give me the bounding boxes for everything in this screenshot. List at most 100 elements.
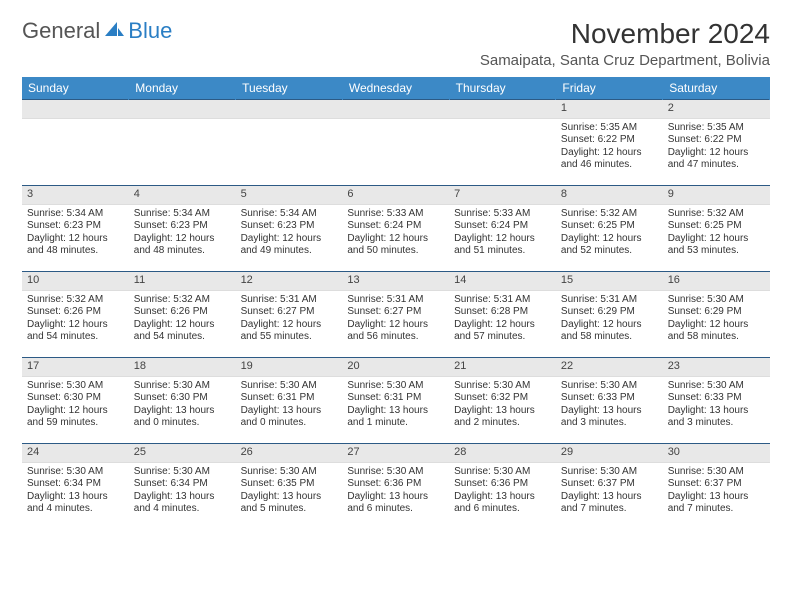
day-line: Daylight: 12 hours and 58 minutes. (561, 319, 658, 344)
day-number: 21 (449, 358, 556, 377)
day-line: Sunrise: 5:30 AM (241, 380, 338, 393)
day-line: Sunrise: 5:30 AM (668, 466, 765, 479)
calendar-cell: 17Sunrise: 5:30 AMSunset: 6:30 PMDayligh… (22, 358, 129, 444)
day-number (342, 100, 449, 119)
day-number: 24 (22, 444, 129, 463)
day-line: Daylight: 13 hours and 4 minutes. (134, 491, 231, 516)
day-line: Daylight: 12 hours and 55 minutes. (241, 319, 338, 344)
day-line: Sunrise: 5:31 AM (347, 294, 444, 307)
calendar-cell: 9Sunrise: 5:32 AMSunset: 6:25 PMDaylight… (663, 186, 770, 272)
day-line: Daylight: 12 hours and 59 minutes. (27, 405, 124, 430)
day-line: Daylight: 13 hours and 6 minutes. (347, 491, 444, 516)
day-text: Sunrise: 5:30 AMSunset: 6:31 PMDaylight:… (236, 377, 343, 434)
day-line: Sunrise: 5:31 AM (454, 294, 551, 307)
day-number: 30 (663, 444, 770, 463)
logo-sail-icon (103, 20, 125, 43)
day-line: Sunset: 6:34 PM (134, 478, 231, 491)
day-line: Daylight: 12 hours and 48 minutes. (27, 233, 124, 258)
day-line: Daylight: 13 hours and 3 minutes. (668, 405, 765, 430)
day-number (22, 100, 129, 119)
day-line: Daylight: 13 hours and 5 minutes. (241, 491, 338, 516)
day-line: Sunrise: 5:31 AM (561, 294, 658, 307)
day-number: 8 (556, 186, 663, 205)
day-line: Daylight: 12 hours and 56 minutes. (347, 319, 444, 344)
calendar-cell (22, 100, 129, 186)
day-line: Daylight: 12 hours and 53 minutes. (668, 233, 765, 258)
day-line: Sunrise: 5:34 AM (134, 208, 231, 221)
day-line: Sunrise: 5:30 AM (27, 466, 124, 479)
calendar-cell: 27Sunrise: 5:30 AMSunset: 6:36 PMDayligh… (342, 444, 449, 530)
day-line: Daylight: 12 hours and 52 minutes. (561, 233, 658, 258)
day-number: 7 (449, 186, 556, 205)
calendar-cell: 5Sunrise: 5:34 AMSunset: 6:23 PMDaylight… (236, 186, 343, 272)
day-text: Sunrise: 5:30 AMSunset: 6:31 PMDaylight:… (342, 377, 449, 434)
day-line: Sunset: 6:27 PM (347, 306, 444, 319)
calendar-cell: 20Sunrise: 5:30 AMSunset: 6:31 PMDayligh… (342, 358, 449, 444)
day-text: Sunrise: 5:32 AMSunset: 6:25 PMDaylight:… (663, 205, 770, 262)
day-number: 11 (129, 272, 236, 291)
day-line: Daylight: 13 hours and 2 minutes. (454, 405, 551, 430)
weekday-header: Saturday (663, 77, 770, 100)
calendar-cell: 8Sunrise: 5:32 AMSunset: 6:25 PMDaylight… (556, 186, 663, 272)
logo: General Blue (22, 18, 172, 44)
calendar-cell: 26Sunrise: 5:30 AMSunset: 6:35 PMDayligh… (236, 444, 343, 530)
day-text: Sunrise: 5:30 AMSunset: 6:33 PMDaylight:… (556, 377, 663, 434)
day-number: 13 (342, 272, 449, 291)
calendar-cell (342, 100, 449, 186)
calendar-row: 24Sunrise: 5:30 AMSunset: 6:34 PMDayligh… (22, 444, 770, 530)
day-text: Sunrise: 5:34 AMSunset: 6:23 PMDaylight:… (129, 205, 236, 262)
day-text: Sunrise: 5:32 AMSunset: 6:26 PMDaylight:… (129, 291, 236, 348)
day-line: Sunrise: 5:30 AM (27, 380, 124, 393)
day-line: Sunset: 6:28 PM (454, 306, 551, 319)
day-text: Sunrise: 5:34 AMSunset: 6:23 PMDaylight:… (22, 205, 129, 262)
day-line: Sunrise: 5:30 AM (454, 466, 551, 479)
day-line: Sunset: 6:24 PM (347, 220, 444, 233)
day-line: Sunrise: 5:32 AM (27, 294, 124, 307)
day-line: Daylight: 13 hours and 6 minutes. (454, 491, 551, 516)
day-text: Sunrise: 5:34 AMSunset: 6:23 PMDaylight:… (236, 205, 343, 262)
day-number: 3 (22, 186, 129, 205)
calendar-cell: 22Sunrise: 5:30 AMSunset: 6:33 PMDayligh… (556, 358, 663, 444)
day-line: Daylight: 13 hours and 7 minutes. (668, 491, 765, 516)
day-line: Sunrise: 5:35 AM (668, 122, 765, 135)
day-text: Sunrise: 5:30 AMSunset: 6:30 PMDaylight:… (22, 377, 129, 434)
weekday-header: Wednesday (342, 77, 449, 100)
day-line: Sunrise: 5:30 AM (347, 380, 444, 393)
calendar-cell: 12Sunrise: 5:31 AMSunset: 6:27 PMDayligh… (236, 272, 343, 358)
calendar-cell: 6Sunrise: 5:33 AMSunset: 6:24 PMDaylight… (342, 186, 449, 272)
calendar-cell: 30Sunrise: 5:30 AMSunset: 6:37 PMDayligh… (663, 444, 770, 530)
day-line: Sunset: 6:34 PM (27, 478, 124, 491)
day-number: 23 (663, 358, 770, 377)
day-number (449, 100, 556, 119)
day-text: Sunrise: 5:31 AMSunset: 6:27 PMDaylight:… (342, 291, 449, 348)
calendar-cell: 10Sunrise: 5:32 AMSunset: 6:26 PMDayligh… (22, 272, 129, 358)
logo-text-general: General (22, 18, 100, 44)
day-number: 15 (556, 272, 663, 291)
day-line: Sunrise: 5:30 AM (134, 380, 231, 393)
calendar-cell: 14Sunrise: 5:31 AMSunset: 6:28 PMDayligh… (449, 272, 556, 358)
day-line: Daylight: 12 hours and 51 minutes. (454, 233, 551, 258)
day-line: Daylight: 13 hours and 3 minutes. (561, 405, 658, 430)
day-number: 28 (449, 444, 556, 463)
title-block: November 2024 Samaipata, Santa Cruz Depa… (480, 18, 770, 69)
day-number: 29 (556, 444, 663, 463)
day-text: Sunrise: 5:30 AMSunset: 6:34 PMDaylight:… (129, 463, 236, 520)
month-title: November 2024 (480, 18, 770, 50)
day-line: Sunset: 6:26 PM (27, 306, 124, 319)
weekday-header: Friday (556, 77, 663, 100)
day-number: 20 (342, 358, 449, 377)
calendar-cell: 4Sunrise: 5:34 AMSunset: 6:23 PMDaylight… (129, 186, 236, 272)
day-line: Sunrise: 5:30 AM (241, 466, 338, 479)
day-text: Sunrise: 5:30 AMSunset: 6:32 PMDaylight:… (449, 377, 556, 434)
day-line: Sunset: 6:33 PM (668, 392, 765, 405)
calendar-row: 17Sunrise: 5:30 AMSunset: 6:30 PMDayligh… (22, 358, 770, 444)
day-line: Sunset: 6:37 PM (561, 478, 658, 491)
day-text: Sunrise: 5:32 AMSunset: 6:26 PMDaylight:… (22, 291, 129, 348)
calendar-cell: 29Sunrise: 5:30 AMSunset: 6:37 PMDayligh… (556, 444, 663, 530)
day-text: Sunrise: 5:31 AMSunset: 6:28 PMDaylight:… (449, 291, 556, 348)
day-text: Sunrise: 5:30 AMSunset: 6:29 PMDaylight:… (663, 291, 770, 348)
calendar-cell (129, 100, 236, 186)
day-text: Sunrise: 5:30 AMSunset: 6:36 PMDaylight:… (449, 463, 556, 520)
day-text: Sunrise: 5:31 AMSunset: 6:27 PMDaylight:… (236, 291, 343, 348)
day-line: Sunset: 6:22 PM (561, 134, 658, 147)
